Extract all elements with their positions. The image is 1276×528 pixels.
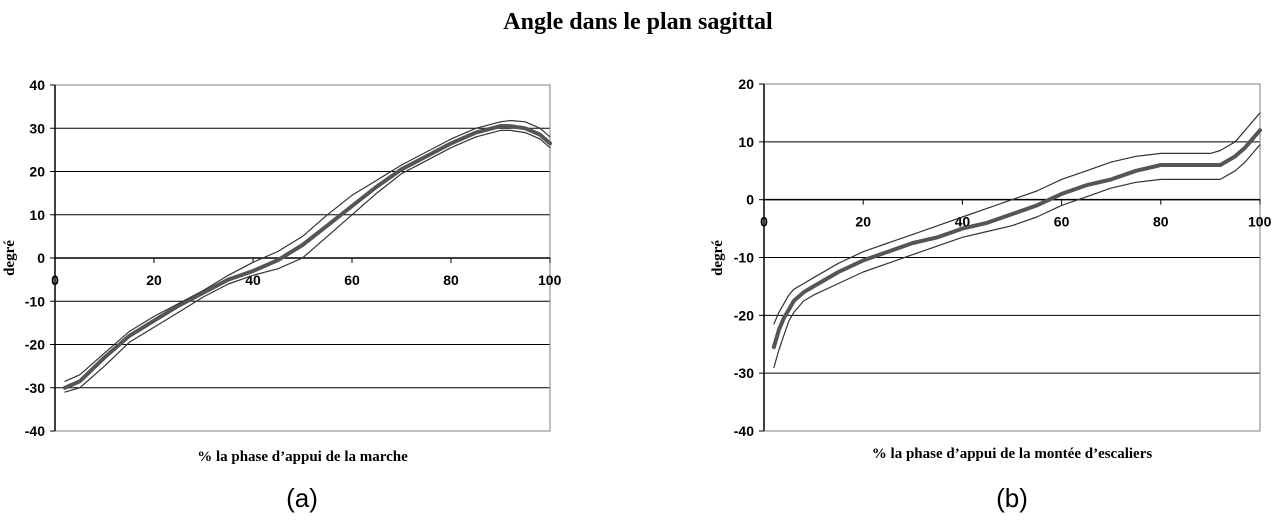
y-tick-label: -20 <box>25 337 45 353</box>
series-line-upper <box>773 112 1261 325</box>
y-tick-label: 0 <box>746 192 754 208</box>
series-line-mean <box>771 128 1262 350</box>
y-tick-label: -30 <box>734 365 754 381</box>
x-tick-label: 80 <box>443 272 459 288</box>
y-tick-label: 0 <box>37 250 45 266</box>
x-tick-label: 100 <box>1248 214 1272 230</box>
y-tick-label: -20 <box>734 307 754 323</box>
x-tick-label: 60 <box>344 272 360 288</box>
x-tick-label: 0 <box>51 272 59 288</box>
y-axis-label: degré <box>710 240 726 276</box>
y-tick-label: -10 <box>25 293 45 309</box>
x-tick-label: 100 <box>538 272 562 288</box>
x-tick-label: 80 <box>1153 214 1169 230</box>
y-axis-label: degré <box>2 240 18 276</box>
y-tick-label: 10 <box>738 134 754 150</box>
series-line-lower <box>773 144 1261 368</box>
x-tick-label: 60 <box>1054 214 1070 230</box>
y-tick-label: 20 <box>738 76 754 92</box>
series-line-mean <box>62 124 552 390</box>
y-tick-label: 20 <box>29 164 45 180</box>
panel-label: (a) <box>286 483 318 513</box>
y-tick-label: -40 <box>734 423 754 439</box>
y-tick-label: -40 <box>25 423 45 439</box>
series-line-lower <box>64 129 551 393</box>
x-axis-label: % la phase d’appui de la marche <box>197 449 408 465</box>
panel-label: (b) <box>996 483 1028 513</box>
x-tick-label: 20 <box>146 272 162 288</box>
y-tick-label: -10 <box>734 250 754 266</box>
x-tick-label: 0 <box>760 214 768 230</box>
x-tick-label: 20 <box>855 214 871 230</box>
figure-title: Angle dans le plan sagittal <box>503 9 773 35</box>
x-axis-label: % la phase d’appui de la montée d’escali… <box>872 446 1153 462</box>
y-tick-label: 40 <box>29 77 45 93</box>
series-line-upper <box>64 119 551 382</box>
y-tick-label: 10 <box>29 207 45 223</box>
x-tick-label: 40 <box>245 272 261 288</box>
y-tick-label: 30 <box>29 120 45 136</box>
y-tick-label: -30 <box>25 380 45 396</box>
